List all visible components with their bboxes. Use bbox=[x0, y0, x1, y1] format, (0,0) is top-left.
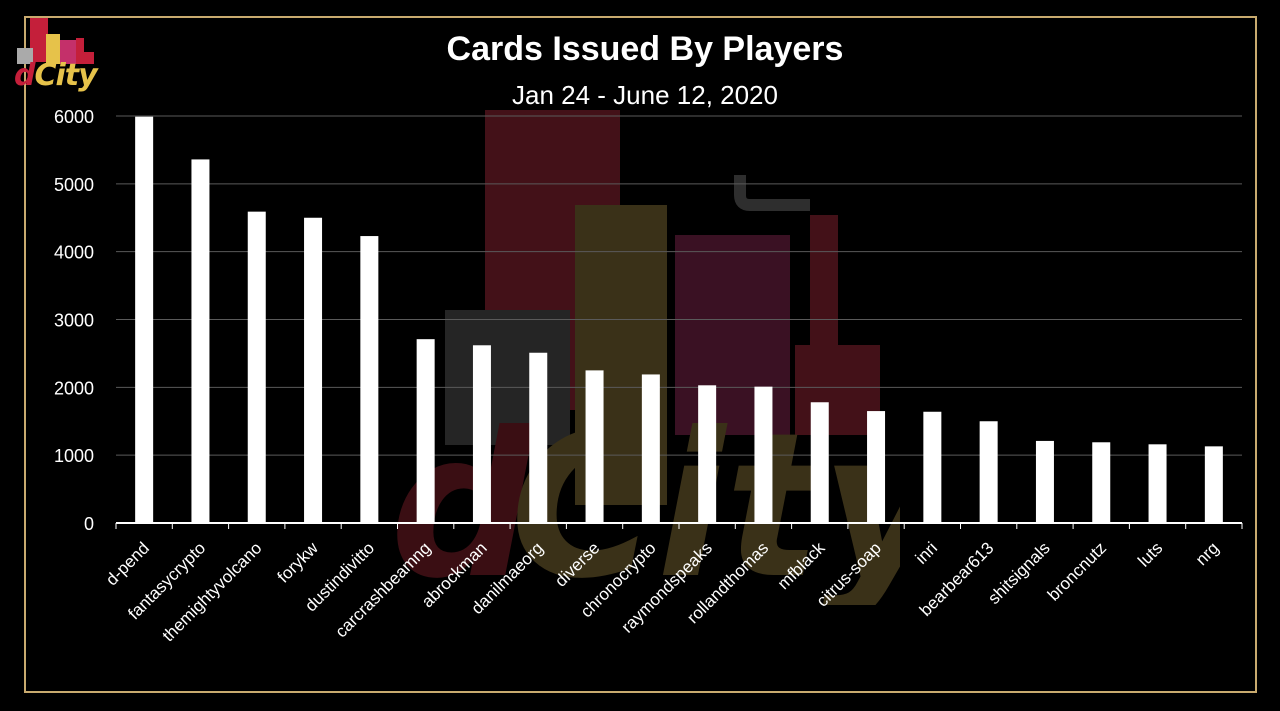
x-tick-label: themightyvolcano bbox=[159, 538, 266, 645]
bar-d-pend bbox=[135, 116, 154, 523]
bar-raymondspeaks bbox=[698, 385, 717, 523]
x-tick-label: mfblack bbox=[774, 538, 829, 593]
bar-citrus-soap bbox=[867, 411, 886, 523]
dcity-logo-icon bbox=[17, 18, 94, 64]
bar-forykw bbox=[304, 217, 323, 523]
bar-abrockman bbox=[472, 345, 491, 523]
logo-city: City bbox=[34, 58, 97, 93]
bar-rollandthomas bbox=[754, 386, 773, 523]
chart-title: Cards Issued By Players bbox=[446, 30, 844, 68]
x-tick-label: luts bbox=[1134, 538, 1166, 570]
y-tick-label: 4000 bbox=[54, 243, 94, 263]
svg-text:d: d bbox=[390, 390, 535, 605]
y-tick-label: 1000 bbox=[54, 446, 94, 466]
bar-inri bbox=[923, 411, 942, 523]
x-tick-label: carcrashbeamng bbox=[332, 538, 435, 641]
bar-chronocrypto bbox=[641, 374, 660, 523]
x-tick-label: inri bbox=[912, 538, 941, 567]
y-tick-label: 2000 bbox=[54, 378, 94, 398]
chart-frame bbox=[24, 16, 1257, 693]
bar-bearbear613 bbox=[979, 421, 998, 523]
bar-carcrashbeamng bbox=[416, 339, 435, 523]
bar-dustindivitto bbox=[360, 236, 379, 523]
bar-shitsignals bbox=[1035, 440, 1054, 523]
bar-themightyvolcano bbox=[247, 211, 266, 523]
bar-nrg bbox=[1204, 446, 1223, 523]
bar-danilmaeorg bbox=[529, 352, 548, 523]
y-tick-label: 0 bbox=[84, 514, 94, 534]
chart-subtitle: Jan 24 - June 12, 2020 bbox=[512, 80, 778, 110]
logo-text: dCity bbox=[14, 58, 98, 93]
bar-luts bbox=[1148, 444, 1167, 523]
y-tick-label: 3000 bbox=[54, 311, 94, 331]
y-tick-label: 6000 bbox=[54, 107, 94, 127]
x-tick-label: diverse bbox=[551, 538, 603, 590]
x-tick-label: broncnutz bbox=[1044, 538, 1110, 604]
bar-diverse bbox=[585, 370, 604, 523]
x-tick-label: forykw bbox=[274, 538, 323, 587]
y-tick-label: 5000 bbox=[54, 175, 94, 195]
bar-mfblack bbox=[810, 402, 829, 523]
x-tick-label: nrg bbox=[1192, 538, 1223, 569]
x-tick-label: d-pend bbox=[102, 538, 153, 589]
bar-broncnutz bbox=[1092, 442, 1111, 523]
logo-d: d bbox=[14, 58, 36, 93]
x-tick-label: shitsignals bbox=[984, 538, 1054, 608]
bar-fantasycrypto bbox=[191, 159, 210, 523]
